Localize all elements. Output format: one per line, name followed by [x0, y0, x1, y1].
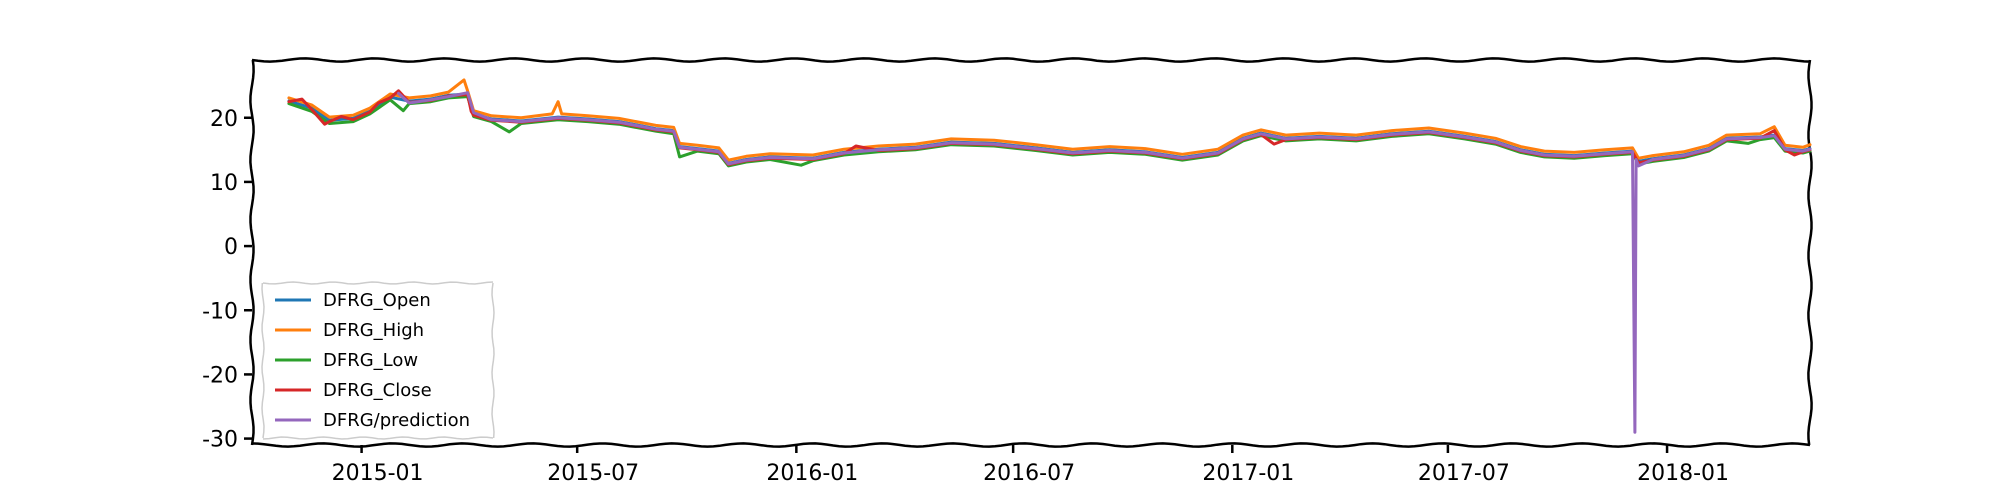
legend-label: DFRG/prediction: [323, 410, 470, 431]
y-tick-label: 10: [210, 171, 238, 196]
y-axis: 20 10 0 -10 -20 -30: [202, 107, 252, 453]
y-tick-label: 20: [210, 107, 238, 132]
x-tick-label: 2015-07: [547, 461, 639, 486]
series-layer: [287, 78, 1812, 434]
x-tick-label: 2016-01: [766, 461, 858, 486]
plot-frame: [249, 57, 1813, 448]
x-tick-label: 2017-01: [1202, 461, 1294, 486]
series-line-5: [397, 91, 1812, 434]
x-tick-label: 2017-07: [1418, 461, 1510, 486]
legend-box: [261, 281, 495, 440]
legend-label: DFRG_Open: [323, 290, 431, 311]
x-tick-label: 2018-01: [1637, 461, 1729, 486]
x-tick-label: 2016-07: [983, 461, 1075, 486]
legend-label: DFRG_High: [323, 320, 424, 341]
legend: DFRG_Open DFRG_High DFRG_Low DFRG_Close DFRG…: [261, 281, 495, 440]
y-tick-label: 0: [224, 235, 238, 260]
y-tick-label: -30: [202, 428, 238, 453]
x-axis: 2015-01 2015-07 2016-01 2016-07 2017-01 2017-…: [332, 445, 1729, 486]
x-tick-label: 2015-01: [332, 461, 424, 486]
y-tick-label: -10: [202, 299, 238, 324]
legend-label: DFRG_Low: [323, 350, 418, 371]
legend-label: DFRG_Close: [323, 380, 432, 401]
y-tick-label: -20: [202, 363, 238, 388]
